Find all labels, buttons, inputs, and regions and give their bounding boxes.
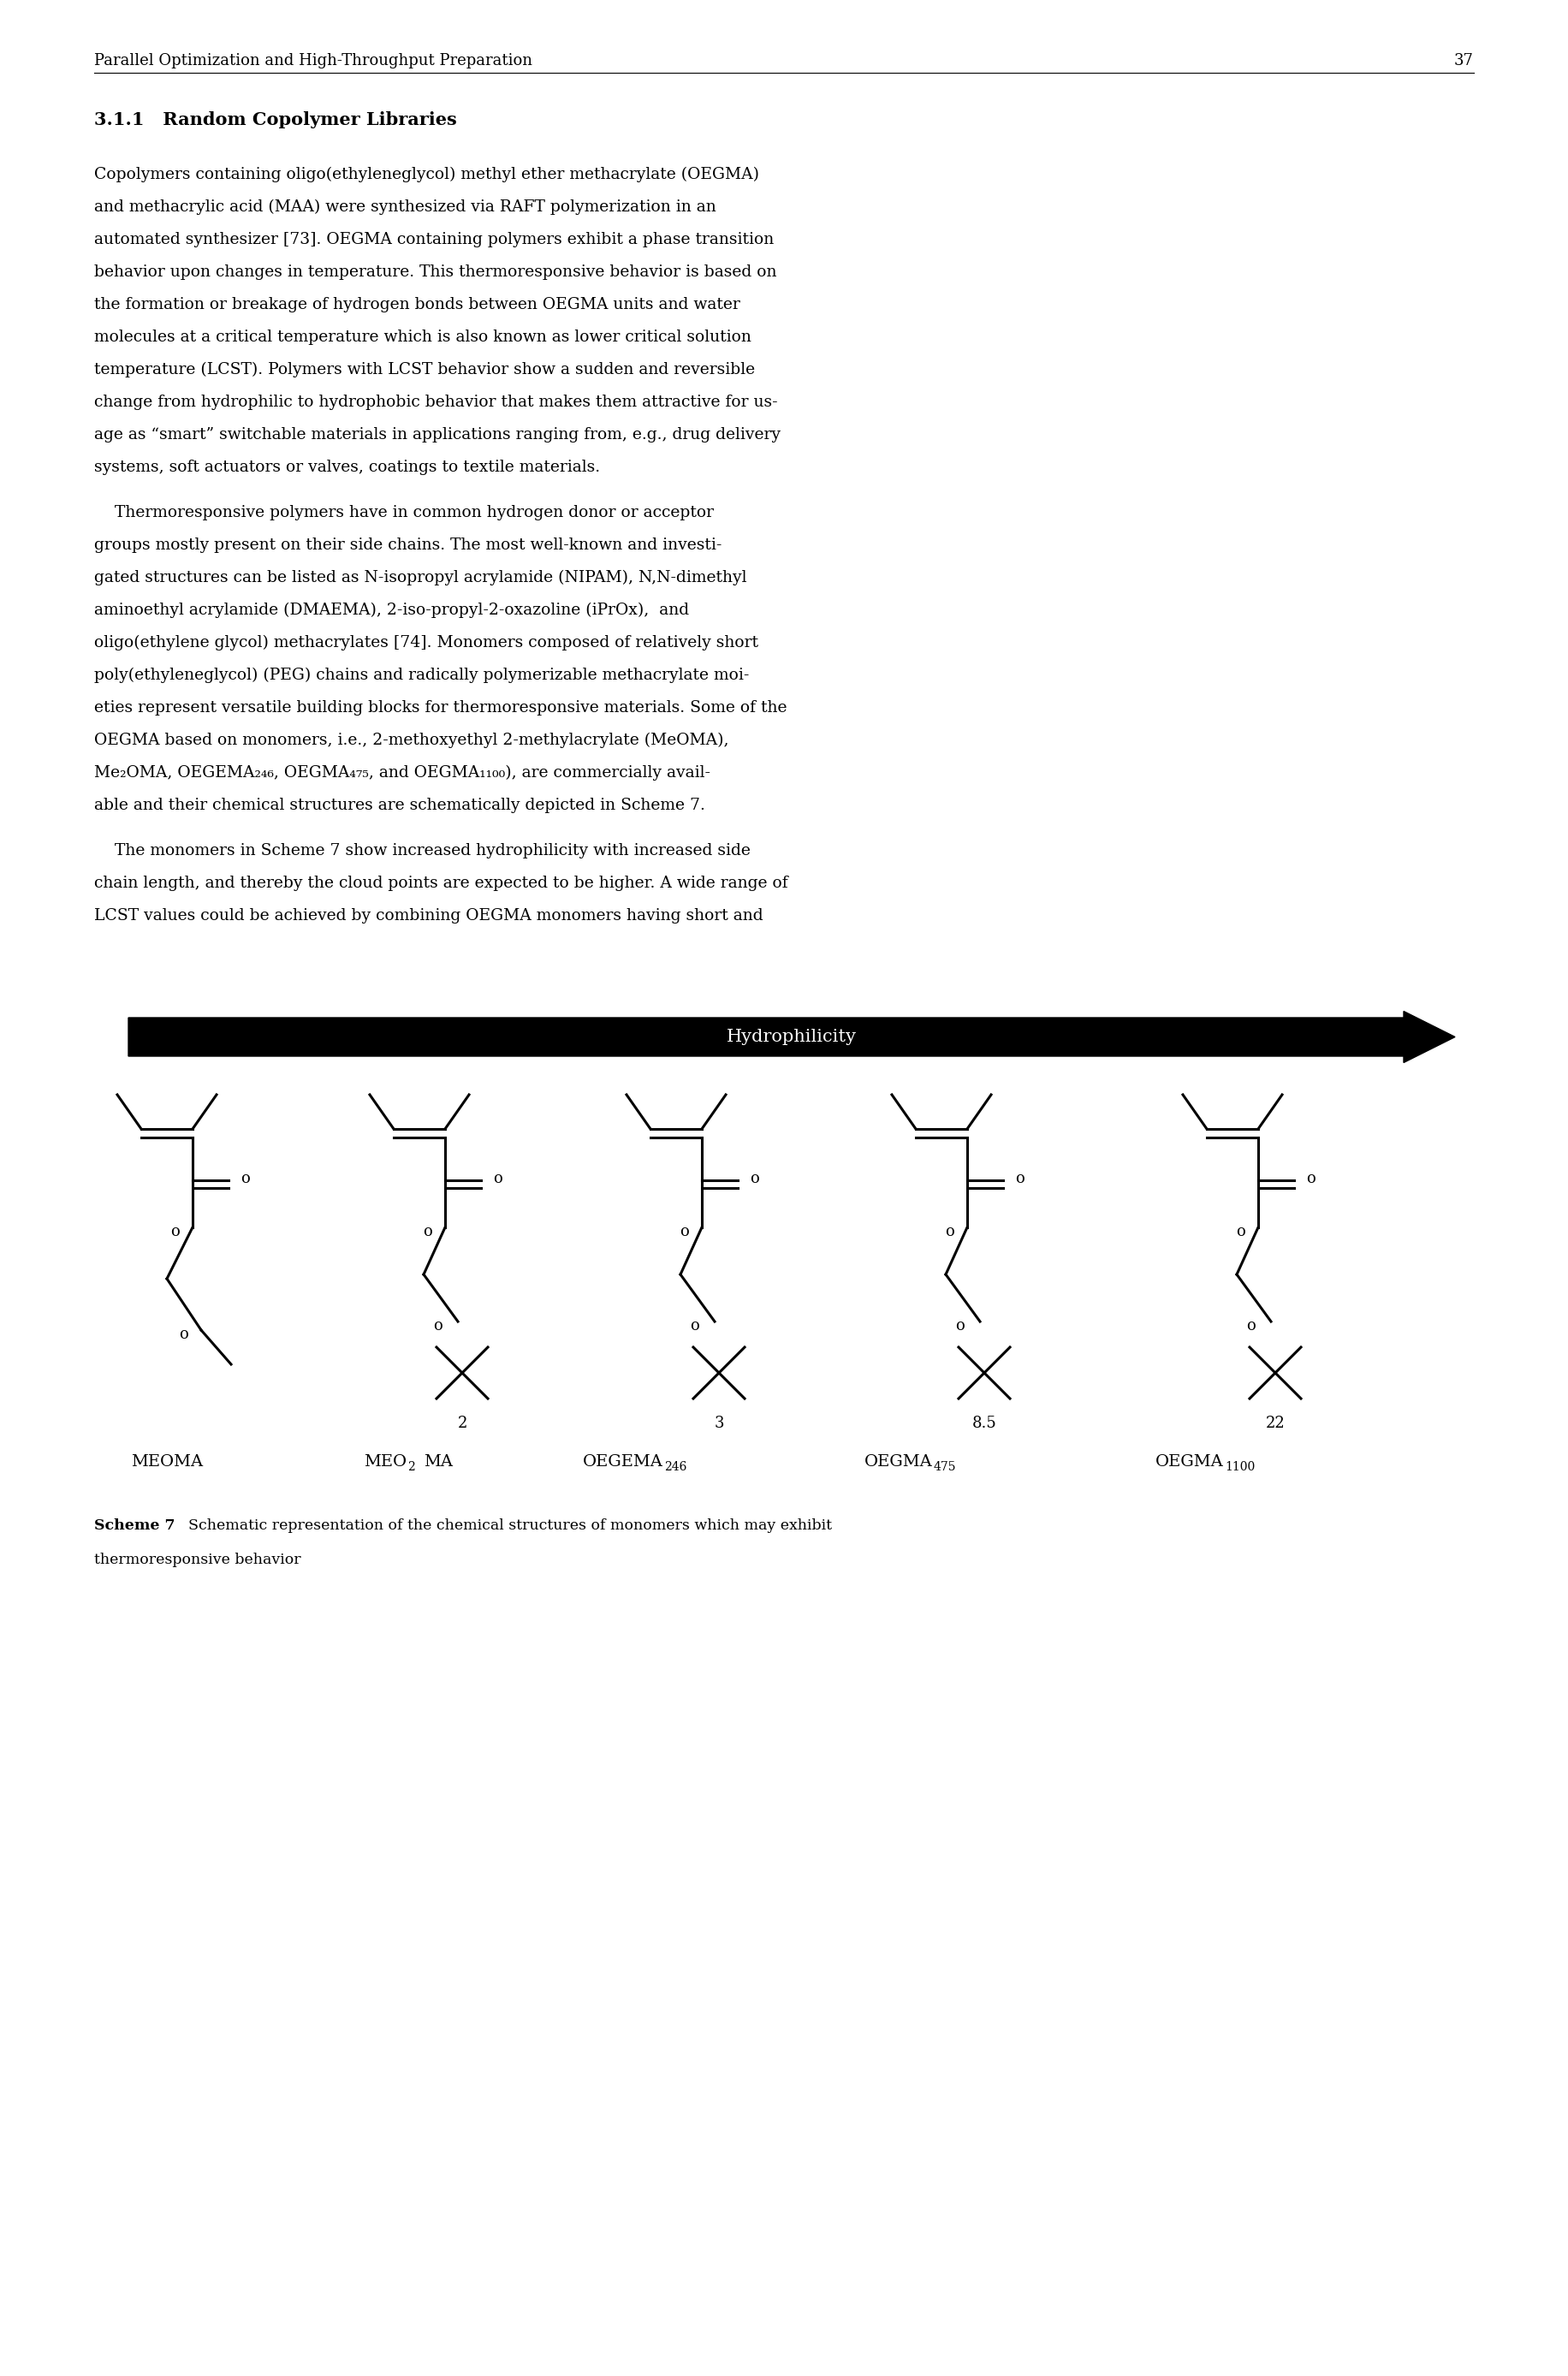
Text: o: o (492, 1171, 502, 1186)
Text: o: o (681, 1224, 688, 1240)
Text: 37: 37 (1454, 52, 1474, 69)
Text: OEGEMA: OEGEMA (583, 1454, 663, 1471)
Text: groups mostly present on their side chains. The most well-known and investi-: groups mostly present on their side chai… (94, 537, 721, 554)
Text: age as “smart” switchable materials in applications ranging from, e.g., drug del: age as “smart” switchable materials in a… (94, 428, 781, 442)
Text: oligo(ethylene glycol) methacrylates [74]. Monomers composed of relatively short: oligo(ethylene glycol) methacrylates [74… (94, 634, 759, 651)
Text: molecules at a critical temperature which is also known as lower critical soluti: molecules at a critical temperature whic… (94, 330, 751, 345)
Text: thermoresponsive behavior: thermoresponsive behavior (94, 1552, 301, 1568)
Text: Copolymers containing oligo(ethyleneglycol) methyl ether methacrylate (OEGMA): Copolymers containing oligo(ethyleneglyc… (94, 166, 759, 183)
Text: aminoethyl acrylamide (DMAEMA), 2-iso-propyl-2-oxazoline (iPrOx),  and: aminoethyl acrylamide (DMAEMA), 2-iso-pr… (94, 604, 688, 618)
Text: o: o (423, 1224, 433, 1240)
Text: automated synthesizer [73]. OEGMA containing polymers exhibit a phase transition: automated synthesizer [73]. OEGMA contai… (94, 233, 775, 247)
Text: poly(ethyleneglycol) (PEG) chains and radically polymerizable methacrylate moi-: poly(ethyleneglycol) (PEG) chains and ra… (94, 668, 750, 684)
Text: and methacrylic acid (MAA) were synthesized via RAFT polymerization in an: and methacrylic acid (MAA) were synthesi… (94, 200, 717, 216)
Text: Thermoresponsive polymers have in common hydrogen donor or acceptor: Thermoresponsive polymers have in common… (94, 506, 713, 520)
Text: 3: 3 (713, 1416, 724, 1430)
Text: behavior upon changes in temperature. This thermoresponsive behavior is based on: behavior upon changes in temperature. Th… (94, 264, 776, 280)
Text: Parallel Optimization and High-Throughput Preparation: Parallel Optimization and High-Throughpu… (94, 52, 533, 69)
Text: 246: 246 (665, 1461, 687, 1473)
FancyArrow shape (129, 1012, 1455, 1062)
Text: systems, soft actuators or valves, coatings to textile materials.: systems, soft actuators or valves, coati… (94, 459, 601, 475)
Text: The monomers in Scheme 7 show increased hydrophilicity with increased side: The monomers in Scheme 7 show increased … (94, 843, 751, 858)
Text: o: o (433, 1319, 442, 1333)
Text: Me₂OMA, OEGEMA₂₄₆, OEGMA₄₇₅, and OEGMA₁₁₀₀), are commercially avail-: Me₂OMA, OEGEMA₂₄₆, OEGMA₄₇₅, and OEGMA₁₁… (94, 765, 710, 782)
Text: o: o (690, 1319, 699, 1333)
Text: change from hydrophilic to hydrophobic behavior that makes them attractive for u: change from hydrophilic to hydrophobic b… (94, 394, 778, 411)
Text: o: o (1014, 1171, 1024, 1186)
Text: gated structures can be listed as N-isopropyl acrylamide (NIPAM), N,N-dimethyl: gated structures can be listed as N-isop… (94, 570, 746, 584)
Text: MA: MA (423, 1454, 453, 1471)
Text: 475: 475 (935, 1461, 956, 1473)
Text: able and their chemical structures are schematically depicted in Scheme 7.: able and their chemical structures are s… (94, 798, 706, 813)
Text: o: o (1247, 1319, 1256, 1333)
Text: 1100: 1100 (1225, 1461, 1254, 1473)
Text: Scheme 7: Scheme 7 (94, 1518, 185, 1533)
Text: o: o (946, 1224, 955, 1240)
Text: 2: 2 (458, 1416, 467, 1430)
Text: 3.1.1   Random Copolymer Libraries: 3.1.1 Random Copolymer Libraries (94, 112, 456, 128)
Text: o: o (750, 1171, 759, 1186)
Text: the formation or breakage of hydrogen bonds between OEGMA units and water: the formation or breakage of hydrogen bo… (94, 297, 740, 311)
Text: Hydrophilicity: Hydrophilicity (726, 1029, 856, 1045)
Text: OEGMA: OEGMA (1156, 1454, 1225, 1471)
Text: o: o (240, 1171, 249, 1186)
Text: eties represent versatile building blocks for thermoresponsive materials. Some o: eties represent versatile building block… (94, 701, 787, 715)
Text: OEGMA: OEGMA (864, 1454, 933, 1471)
Text: o: o (179, 1326, 188, 1342)
Text: o: o (1306, 1171, 1316, 1186)
Text: 8.5: 8.5 (972, 1416, 997, 1430)
Text: o: o (171, 1224, 180, 1240)
Text: temperature (LCST). Polymers with LCST behavior show a sudden and reversible: temperature (LCST). Polymers with LCST b… (94, 361, 756, 378)
Text: o: o (1236, 1224, 1245, 1240)
Text: 22: 22 (1265, 1416, 1286, 1430)
Text: LCST values could be achieved by combining OEGMA monomers having short and: LCST values could be achieved by combini… (94, 908, 764, 924)
Text: OEGMA based on monomers, i.e., 2-methoxyethyl 2-methylacrylate (MeOMA),: OEGMA based on monomers, i.e., 2-methoxy… (94, 732, 729, 748)
Text: chain length, and thereby the cloud points are expected to be higher. A wide ran: chain length, and thereby the cloud poin… (94, 877, 789, 891)
Text: MEO: MEO (364, 1454, 406, 1471)
Text: Schematic representation of the chemical structures of monomers which may exhibi: Schematic representation of the chemical… (188, 1518, 833, 1533)
Text: o: o (955, 1319, 964, 1333)
Text: MEOMA: MEOMA (130, 1454, 202, 1471)
Text: 2: 2 (408, 1461, 416, 1473)
